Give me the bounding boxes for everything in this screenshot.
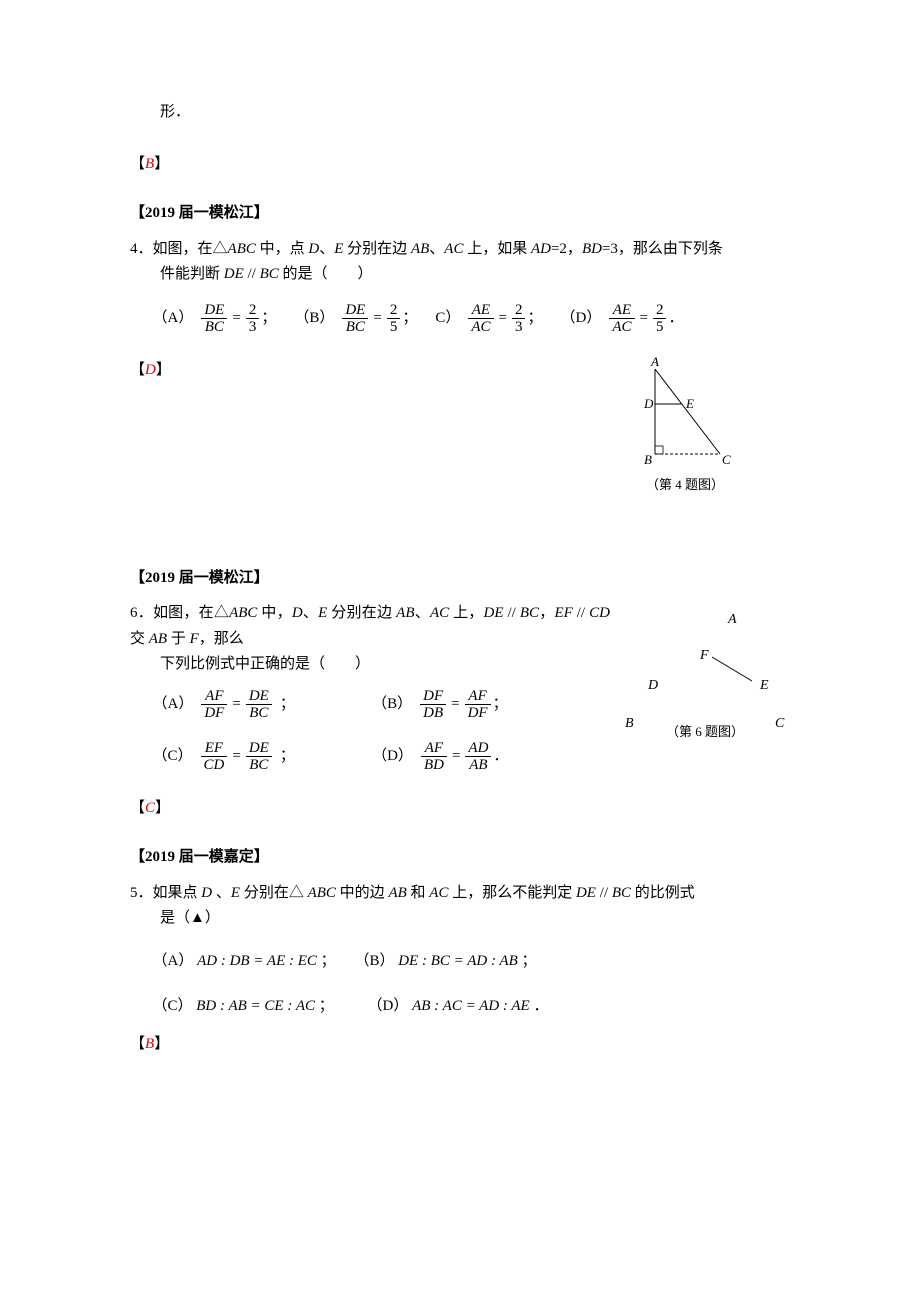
option-4a: （A） DEBC = 23 ； <box>153 302 277 336</box>
section-header-1: 【2019 届一模松江】 <box>130 201 790 227</box>
option-6d: （D） AFBD = ADAB ． <box>372 740 592 774</box>
question-5-text: 5．如果点 D 、E 分别在△ ABC 中的边 AB 和 AC 上，那么不能判定… <box>130 881 790 932</box>
svg-text:B: B <box>644 452 652 467</box>
svg-text:A: A <box>650 354 659 369</box>
answer-block-5: 【B】 <box>130 1032 790 1058</box>
option-6a: （A） AFDF = DEBC ； <box>153 688 373 722</box>
page-top-fragment: 形． <box>130 100 790 126</box>
svg-text:C: C <box>722 452 731 467</box>
figure-4-svg: A D E B C <box>620 354 750 474</box>
figure-6-svg: A F D E B C <box>620 609 790 739</box>
answer-block-4: 【D】 <box>130 358 610 384</box>
bracket-close: 】 <box>154 156 169 172</box>
option-5c: （C） BD : AB = CE : AC ； <box>153 998 334 1014</box>
svg-text:C: C <box>775 716 785 731</box>
svg-text:F: F <box>699 648 709 663</box>
option-4b: （B） DEBC = 25 ； <box>294 302 417 336</box>
question-5-options: （A） AD : DB = AE : EC ； （B） DE : BC = AD… <box>153 942 791 1026</box>
svg-text:B: B <box>625 716 634 731</box>
svg-text:D: D <box>647 678 658 693</box>
option-5d: （D） AB : AC = AD : AE ． <box>368 998 549 1014</box>
figure-4: A D E B C （第 4 题图） <box>620 354 750 496</box>
svg-text:E: E <box>685 396 694 411</box>
svg-text:A: A <box>727 612 737 627</box>
option-6b: （B） DFDB = AFDF ； <box>372 688 592 722</box>
section-header-2: 【2019 届一模松江】 <box>130 566 790 592</box>
question-4-text: 4．如图，在△ABC 中，点 D、E 分别在边 AB、AC 上，如果 AD=2，… <box>130 237 790 288</box>
answer-block-0: 【B】 <box>130 152 790 178</box>
bracket-open: 【 <box>130 156 145 172</box>
option-4c: C） AEAC = 23 ； <box>435 302 542 336</box>
section-header-3: 【2019 届一模嘉定】 <box>130 845 790 871</box>
option-5a: （A） AD : DB = AE : EC ； <box>153 953 336 969</box>
figure-6: A F D E B C （第 6 题图） <box>620 609 790 743</box>
question-4-options: （A） DEBC = 23 ； （B） DEBC = 25 ； C） AEAC … <box>153 302 791 336</box>
question-6-text: 6．如图，在△ABC 中，D、E 分别在边 AB、AC 上，DE // BC，E… <box>130 601 610 678</box>
option-5b: （B） DE : BC = AD : AB ； <box>354 953 536 969</box>
svg-text:D: D <box>643 396 654 411</box>
answer-letter: B <box>145 156 154 172</box>
svg-text:E: E <box>759 678 769 693</box>
question-6-options: （A） AFDF = DEBC ； （B） DFDB = AFDF ； （C） … <box>153 688 611 792</box>
option-6c: （C） EFCD = DEBC ； <box>153 740 373 774</box>
option-4d: （D） AEAC = 25 ． <box>561 302 684 336</box>
answer-block-6: 【C】 <box>130 796 790 822</box>
